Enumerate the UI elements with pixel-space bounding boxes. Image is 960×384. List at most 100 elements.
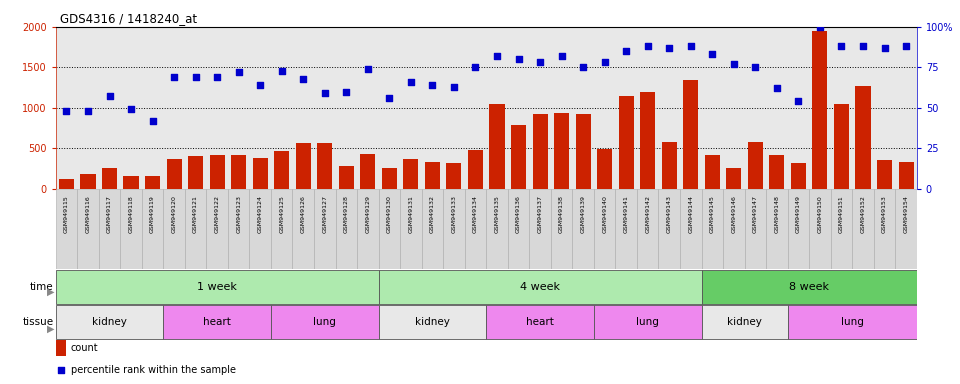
Text: percentile rank within the sample: percentile rank within the sample — [71, 366, 236, 376]
Bar — [166, 159, 181, 189]
Text: GSM949133: GSM949133 — [451, 195, 456, 233]
Bar — [465, 189, 487, 269]
Text: GSM949149: GSM949149 — [796, 195, 801, 233]
Bar — [59, 179, 74, 189]
Bar — [403, 159, 419, 189]
Text: 4 week: 4 week — [520, 282, 560, 292]
Bar — [163, 189, 185, 269]
Bar — [275, 151, 289, 189]
Text: ▶: ▶ — [47, 287, 55, 297]
Bar — [533, 114, 547, 189]
Text: GSM949123: GSM949123 — [236, 195, 241, 233]
Point — [339, 88, 354, 94]
Bar — [769, 156, 784, 189]
Point — [252, 82, 268, 88]
Bar — [271, 305, 378, 339]
Bar — [487, 305, 594, 339]
Text: kidney: kidney — [415, 317, 450, 327]
Bar — [421, 189, 444, 269]
Bar — [702, 305, 787, 339]
Bar — [680, 189, 702, 269]
Text: GSM949144: GSM949144 — [688, 195, 693, 233]
Text: heart: heart — [204, 317, 231, 327]
Point — [274, 68, 289, 74]
Bar — [120, 189, 142, 269]
Text: GSM949115: GSM949115 — [64, 195, 69, 233]
Point — [123, 106, 138, 113]
Bar — [360, 154, 375, 189]
Point — [209, 74, 225, 80]
Point — [575, 64, 590, 70]
Point — [424, 82, 440, 88]
Text: GDS4316 / 1418240_at: GDS4316 / 1418240_at — [60, 12, 198, 25]
Point — [597, 60, 612, 66]
Text: GSM949151: GSM949151 — [839, 195, 844, 233]
Point — [684, 43, 699, 50]
Bar — [99, 189, 120, 269]
Bar — [855, 86, 871, 189]
Bar — [185, 189, 206, 269]
Point — [726, 61, 741, 67]
Bar — [382, 168, 396, 189]
Text: GSM949126: GSM949126 — [300, 195, 305, 233]
Point — [360, 66, 375, 72]
Text: ▶: ▶ — [47, 324, 55, 334]
Text: GSM949147: GSM949147 — [753, 195, 757, 233]
Text: GSM949140: GSM949140 — [602, 195, 607, 233]
Bar — [508, 189, 529, 269]
Text: GSM949125: GSM949125 — [279, 195, 284, 233]
Bar — [684, 80, 698, 189]
Bar — [766, 189, 787, 269]
Bar — [314, 189, 336, 269]
Bar — [487, 189, 508, 269]
Text: kidney: kidney — [92, 317, 127, 327]
Text: GSM949141: GSM949141 — [624, 195, 629, 233]
Bar — [597, 149, 612, 189]
Bar — [812, 31, 828, 189]
Text: time: time — [30, 282, 54, 292]
Bar — [705, 155, 720, 189]
Bar — [250, 189, 271, 269]
Bar — [339, 166, 354, 189]
Point — [533, 60, 548, 66]
Text: GSM949129: GSM949129 — [366, 195, 371, 233]
Bar — [896, 189, 917, 269]
Bar — [640, 93, 656, 189]
Bar — [444, 189, 465, 269]
Text: tissue: tissue — [23, 317, 54, 327]
Point — [791, 98, 806, 104]
Text: GSM949145: GSM949145 — [709, 195, 715, 233]
Bar — [576, 114, 590, 189]
Bar — [727, 167, 741, 189]
Text: GSM949122: GSM949122 — [215, 195, 220, 233]
Point — [812, 24, 828, 30]
Point — [145, 118, 160, 124]
Text: GSM949146: GSM949146 — [732, 195, 736, 233]
Text: lung: lung — [841, 317, 864, 327]
Text: GSM949121: GSM949121 — [193, 195, 198, 233]
Point — [310, 267, 325, 273]
Point — [876, 45, 892, 51]
Bar — [615, 189, 636, 269]
Text: GSM949150: GSM949150 — [817, 195, 823, 233]
Text: GSM949127: GSM949127 — [323, 195, 327, 233]
Bar — [124, 176, 138, 189]
Bar — [271, 189, 293, 269]
Point — [748, 64, 763, 70]
Bar — [336, 189, 357, 269]
Bar — [77, 189, 99, 269]
Bar — [142, 189, 163, 269]
Point — [231, 69, 247, 75]
Bar — [400, 189, 421, 269]
Bar — [594, 305, 702, 339]
Point — [382, 95, 397, 101]
Bar — [551, 189, 572, 269]
Point — [81, 108, 96, 114]
Bar — [296, 143, 311, 189]
Bar — [834, 104, 849, 189]
Point — [834, 43, 850, 50]
Point — [403, 79, 419, 85]
Bar — [594, 189, 615, 269]
Bar — [231, 156, 246, 189]
Bar — [809, 189, 830, 269]
